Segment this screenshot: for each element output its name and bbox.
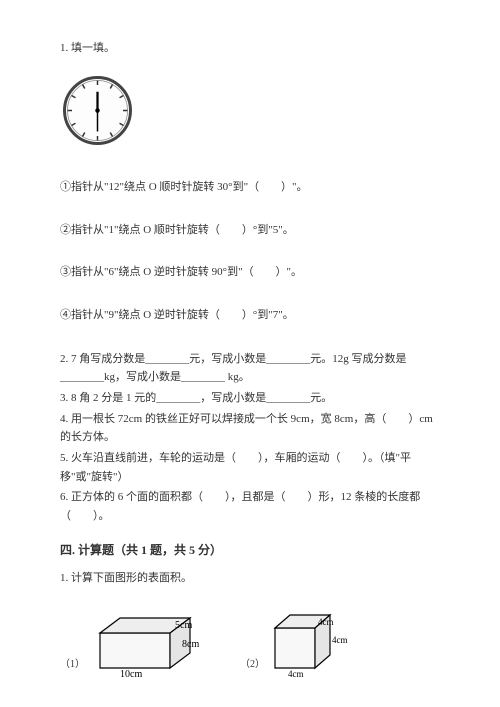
q4-text: 4. 用一根长 72cm 的铁丝正好可以焊接成一个长 9cm，宽 8cm，高（ … [60,410,440,447]
section4-q1: 1. 计算下面图形的表面积。 [60,570,440,588]
cube-b: 4cm [332,635,348,645]
cuboid-l: 10cm [120,669,142,678]
q1-title: 1. 填一填。 [60,40,440,58]
q1-sub1: ①指针从"12"绕点 O 顺时针旋转 30°到"（ ）"。 [60,179,440,197]
q3-text: 3. 8 角 2 分是 1 元的________，写成小数是________元。 [60,389,440,408]
cube-diagram: 4cm 4cm 4cm [270,603,355,678]
q2-text: 2. 7 角写成分数是________元，写成小数是________元。12g … [60,350,440,387]
cuboid-diagram: 5cm 8cm 10cm [90,603,210,678]
diagram1-wrapper: （1） 5cm 8cm 10cm [60,603,210,678]
q1-sub3: ③指针从"6"绕点 O 逆时针旋转 90°到"（ ）"。 [60,264,440,282]
q1-sub4: ④指针从"9"绕点 O 逆时针旋转（ ）°到"7"。 [60,307,440,325]
diagram1-label: （1） [60,657,85,678]
section4-header: 四. 计算题（共 1 题，共 5 分） [60,541,440,560]
fill-questions-block: 2. 7 角写成分数是________元，写成小数是________元。12g … [60,350,440,526]
diagrams-container: （1） 5cm 8cm 10cm （2） 4cm 4cm 4cm [60,603,440,678]
diagram2-wrapper: （2） 4cm 4cm 4cm [240,603,355,678]
cube-a: 4cm [318,617,334,627]
cube-c: 4cm [288,669,304,678]
clock-diagram [60,73,440,155]
diagram2-label: （2） [240,657,265,678]
q6-text: 6. 正方体的 6 个面的面积都（ ），且都是（ ）形，12 条棱的长度都（ ）… [60,488,440,525]
q5-text: 5. 火车沿直线前进，车轮的运动是（ ），车厢的运动（ ）。（填"平移"或"旋转… [60,449,440,486]
q1-sub2: ②指针从"1"绕点 O 顺时针旋转（ ）°到"5"。 [60,222,440,240]
cuboid-h: 5cm [175,620,192,631]
cuboid-w: 8cm [182,639,199,650]
